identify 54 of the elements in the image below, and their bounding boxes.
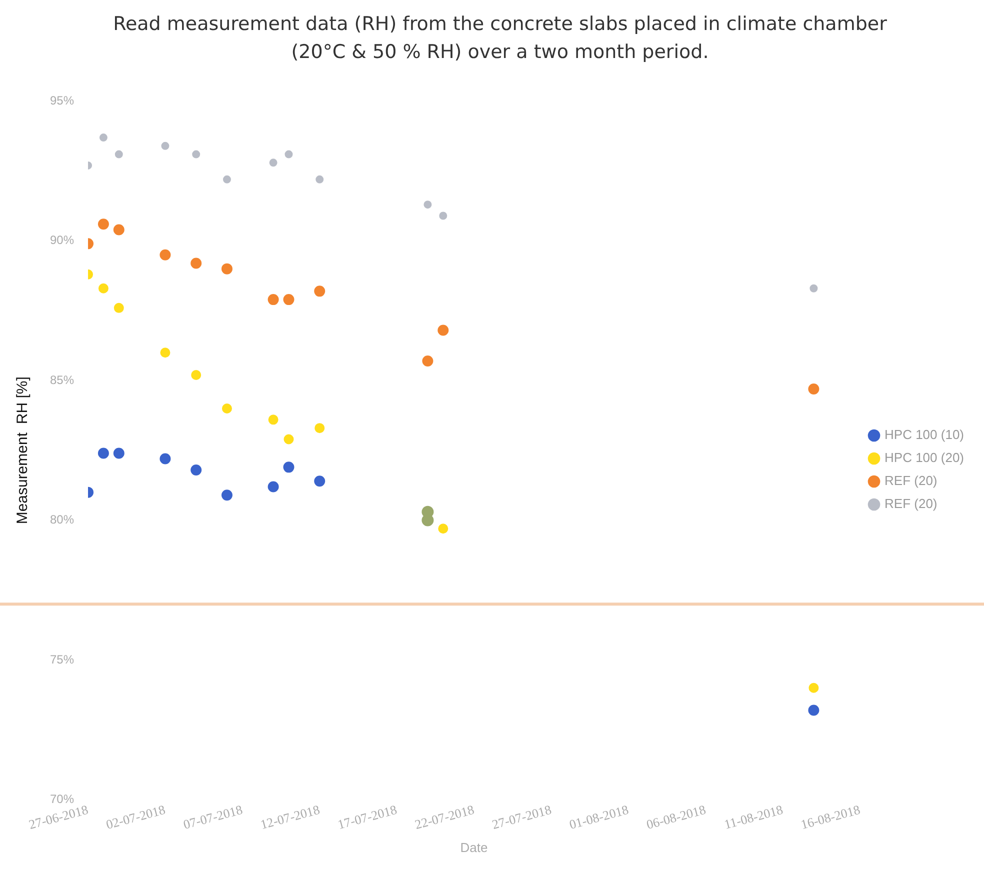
- point: [113, 448, 124, 459]
- point: [422, 356, 434, 367]
- legend-label: REF (20): [884, 473, 938, 488]
- point: [284, 150, 293, 158]
- point: [314, 286, 326, 297]
- point: [190, 258, 202, 269]
- y-tick-label: 95%: [50, 94, 74, 108]
- point: [161, 142, 170, 150]
- point: [192, 150, 200, 158]
- point: [808, 682, 819, 693]
- point: [222, 404, 232, 414]
- point: [314, 423, 325, 434]
- point: [190, 464, 202, 476]
- x-axis-title: Date: [460, 840, 488, 855]
- point: [808, 383, 820, 394]
- point: [424, 200, 432, 209]
- point: [268, 481, 279, 492]
- y-tick-label: 75%: [50, 652, 74, 666]
- point: [160, 249, 171, 260]
- y-tick-label: 90%: [50, 233, 74, 248]
- point: [191, 370, 202, 380]
- point: [160, 348, 170, 358]
- y-axis-title: Measurement RH [%]: [14, 376, 32, 524]
- legend-label: HPC 100 (10): [884, 427, 964, 442]
- point: [114, 302, 124, 313]
- point: [269, 158, 278, 167]
- point: [438, 524, 448, 534]
- point: [283, 294, 294, 306]
- point: [160, 453, 171, 464]
- point: [284, 434, 294, 444]
- point: [98, 218, 109, 230]
- y-tick-label: 70%: [50, 792, 74, 806]
- point: [221, 490, 232, 501]
- point: [268, 294, 279, 306]
- point: [98, 283, 108, 294]
- point: [808, 704, 820, 716]
- point: [810, 284, 818, 292]
- point: [268, 414, 278, 425]
- point: [113, 224, 124, 236]
- y-tick-label: 80%: [50, 512, 74, 527]
- point: [439, 212, 448, 220]
- point: [283, 462, 294, 473]
- chart-title: Read measurement data (RH) from the concrete slabs placed in climate chamber (20°C & 50 % RH) over a two month period.: [112, 12, 888, 65]
- legend-label: HPC 100 (20): [884, 450, 964, 466]
- point: [222, 175, 231, 184]
- y-tick-label: 85%: [50, 372, 74, 387]
- point: [114, 150, 123, 158]
- point: [99, 134, 108, 142]
- point: [438, 324, 449, 336]
- point: [98, 448, 109, 459]
- point: [221, 263, 232, 274]
- point: [314, 476, 326, 487]
- legend-label: REF (20): [884, 496, 938, 512]
- point: [316, 175, 324, 184]
